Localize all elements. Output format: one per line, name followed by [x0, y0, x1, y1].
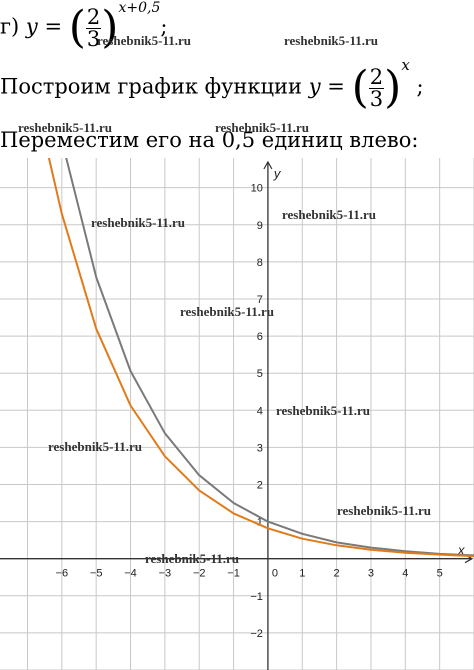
- x-tick-label: 4: [402, 568, 408, 580]
- task-line-g: г) y = (2 3)x+0,5;: [0, 0, 168, 51]
- build-graph-line: Построим график функции y = (2 3)x ;: [0, 56, 424, 111]
- fraction-numerator-2: 2: [368, 64, 385, 89]
- tick-labels: −6 −5 −4 −3 −2 −1 1 2 3 4 5 10 9 8 7 6 5 4 3 2 1 −1 −2 0: [56, 183, 443, 640]
- axes: xy: [0, 160, 474, 670]
- task-prefix: г): [0, 14, 20, 39]
- exponent-2: x: [401, 55, 410, 74]
- y-tick-label: 3: [257, 442, 263, 454]
- y-tick-label: 8: [257, 257, 263, 269]
- build-graph-text: Построим график функции: [0, 74, 303, 99]
- x-tick-label: 5: [437, 568, 443, 580]
- fraction-denominator: 3: [86, 26, 101, 51]
- y-tick-label: 6: [257, 331, 263, 343]
- curve-shifted: [47, 158, 474, 558]
- equals-sign-2: =: [327, 74, 345, 99]
- grid: [0, 158, 474, 670]
- paren-right-2: ): [384, 62, 402, 113]
- curves: [47, 158, 474, 558]
- watermark: reshebnik5-11.ru: [145, 551, 240, 566]
- fraction-denominator-2: 3: [369, 86, 384, 111]
- watermark: reshebnik5-11.ru: [97, 33, 192, 48]
- var-y: y: [25, 14, 38, 39]
- watermark: reshebnik5-11.ru: [215, 120, 310, 135]
- watermark: reshebnik5-11.ru: [337, 503, 432, 518]
- y-tick-label: −1: [250, 591, 263, 603]
- curve-original: [65, 158, 474, 557]
- x-tick-label: −1: [227, 568, 240, 580]
- y-tick-label: 4: [257, 405, 263, 417]
- watermark: reshebnik5-11.ru: [48, 439, 143, 454]
- y-tick-label: 9: [257, 220, 263, 232]
- x-axis-label: x: [457, 543, 465, 558]
- shift-text: Переместим его на 0,5 единиц влево:: [0, 128, 419, 152]
- exponent: x+0,5: [118, 0, 161, 16]
- watermark: reshebnik5-11.ru: [284, 33, 379, 48]
- watermark: reshebnik5-11.ru: [276, 403, 371, 418]
- y-tick-label: 5: [257, 368, 263, 380]
- paren-left-2: (: [351, 62, 369, 113]
- x-tick-label: −3: [159, 568, 172, 580]
- x-tick-label: −5: [90, 568, 103, 580]
- watermark: reshebnik5-11.ru: [282, 207, 377, 222]
- y-axis-arrow: [263, 160, 273, 170]
- y-tick-label: −2: [250, 628, 263, 640]
- x-tick-label: −4: [124, 568, 137, 580]
- x-tick-label: 3: [368, 568, 374, 580]
- equals-sign: =: [44, 14, 63, 39]
- x-tick-label: 1: [299, 568, 305, 580]
- x-tick-label: 2: [334, 568, 340, 580]
- var-y-2: y: [308, 74, 321, 99]
- y-tick-label: 7: [257, 294, 263, 306]
- semicolon-2: ;: [416, 74, 424, 99]
- watermark: reshebnik5-11.ru: [180, 304, 275, 319]
- shift-line: Переместим его на 0,5 единиц влево:: [0, 128, 418, 152]
- fraction-numerator: 2: [85, 4, 102, 29]
- paren-left: (: [68, 2, 86, 53]
- origin-label: 0: [272, 568, 278, 580]
- watermark: reshebnik5-11.ru: [91, 215, 186, 230]
- y-axis-label: y: [273, 166, 282, 181]
- semicolon: ;: [160, 14, 168, 39]
- x-tick-label: −2: [193, 568, 206, 580]
- x-tick-label: −6: [56, 568, 69, 580]
- watermark: reshebnik5-11.ru: [18, 120, 113, 135]
- paren-right: ): [101, 2, 119, 53]
- y-tick-label: 10: [251, 183, 263, 195]
- y-tick-label: 2: [257, 479, 263, 491]
- y-tick-label: 1: [257, 517, 263, 529]
